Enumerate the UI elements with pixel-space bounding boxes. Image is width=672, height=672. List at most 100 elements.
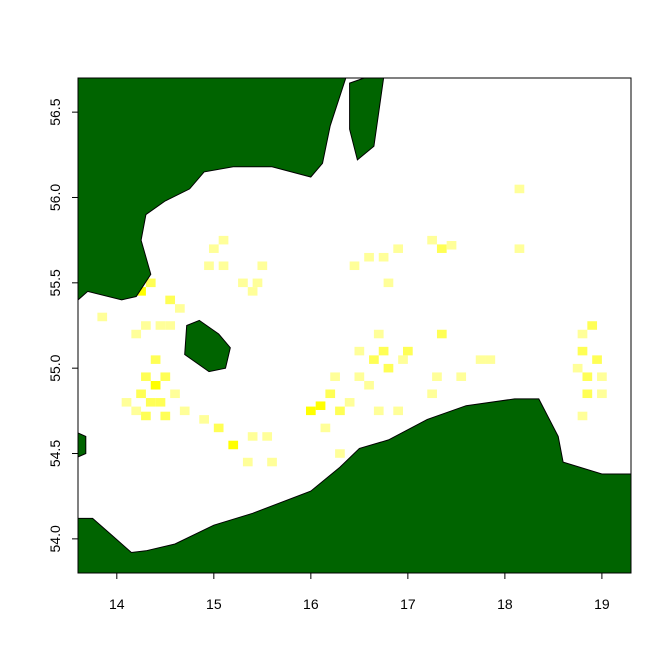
data-cell — [373, 329, 384, 339]
y-axis: 54.0 54.5 55.0 55.5 56.0 56.5 — [47, 98, 78, 552]
land-sweden-south — [78, 78, 347, 301]
data-cell — [427, 235, 437, 245]
land-bornholm — [184, 319, 231, 373]
data-cell — [131, 406, 142, 416]
x-tick-label: 19 — [594, 596, 610, 612]
data-cell — [145, 278, 156, 288]
data-cell — [175, 304, 185, 313]
data-cell — [378, 346, 389, 356]
data-cell — [267, 457, 277, 467]
data-cell — [330, 372, 340, 381]
data-cell — [325, 389, 336, 399]
y-tick-label: 54.0 — [47, 525, 63, 552]
data-cell — [305, 406, 316, 416]
data-cell — [165, 321, 176, 330]
x-tick-label: 16 — [303, 596, 319, 612]
y-tick-label: 56.0 — [47, 184, 63, 211]
data-cell — [136, 389, 146, 399]
data-cell — [592, 355, 602, 364]
data-cell — [141, 372, 151, 381]
data-cell — [257, 261, 268, 271]
data-cell — [398, 355, 408, 364]
data-cell — [160, 411, 171, 421]
data-cell — [238, 278, 248, 288]
data-cell — [577, 411, 588, 421]
data-cell — [136, 287, 146, 296]
data-cell — [165, 295, 176, 305]
data-cell — [582, 372, 593, 381]
data-cell — [97, 312, 108, 322]
data-cell — [393, 244, 404, 253]
data-cell — [514, 244, 525, 253]
data-cell — [393, 406, 404, 416]
x-tick-label: 17 — [400, 596, 416, 612]
data-cell — [373, 406, 384, 416]
data-cell — [369, 355, 379, 364]
data-cell — [150, 380, 161, 390]
data-cell — [247, 287, 258, 296]
data-cell — [199, 415, 209, 424]
data-cell — [344, 398, 355, 407]
data-cell — [141, 411, 151, 421]
data-cell — [572, 363, 583, 373]
data-cell — [228, 440, 239, 450]
data-cell — [315, 401, 326, 410]
data-cell — [597, 372, 607, 381]
data-cell — [364, 380, 374, 390]
data-cell — [150, 355, 161, 364]
data-cell — [131, 329, 142, 339]
data-cell — [218, 235, 229, 245]
data-cell — [247, 432, 258, 441]
data-cell — [485, 355, 496, 364]
data-cell — [121, 398, 132, 407]
data-cell — [383, 363, 394, 373]
y-tick-label: 54.5 — [47, 440, 63, 467]
data-cell — [170, 389, 180, 399]
x-tick-label: 14 — [109, 596, 125, 612]
data-cell — [427, 389, 437, 399]
data-cell — [378, 252, 389, 262]
land-oland — [349, 78, 385, 161]
data-cell — [335, 449, 345, 458]
data-cell — [145, 398, 156, 407]
plot-frame — [77, 77, 632, 574]
data-cell — [436, 244, 447, 253]
data-cell — [155, 321, 166, 330]
data-cell — [208, 244, 219, 253]
y-tick-label: 56.5 — [47, 98, 63, 125]
y-tick-label: 55.0 — [47, 354, 63, 381]
data-cell — [456, 372, 467, 381]
data-cell — [432, 372, 442, 381]
data-cell — [213, 423, 224, 433]
plot-region — [78, 78, 631, 573]
data-cell — [383, 278, 394, 288]
data-cell — [403, 346, 413, 356]
data-cell — [141, 321, 151, 330]
data-cell — [587, 321, 598, 330]
x-tick-label: 15 — [206, 596, 222, 612]
x-tick-label: 18 — [497, 596, 513, 612]
land-poland-coast — [78, 398, 631, 573]
data-cell — [155, 398, 166, 407]
data-cell — [354, 346, 365, 356]
data-cell — [262, 432, 273, 441]
data-cell — [320, 423, 331, 433]
land-germany-point — [78, 432, 87, 458]
data-cell — [436, 329, 447, 339]
data-cell — [577, 329, 588, 339]
data-cell — [335, 406, 345, 416]
data-cell — [354, 372, 365, 381]
data-cell — [349, 261, 360, 271]
data-cell — [582, 389, 593, 399]
data-cell — [242, 457, 253, 467]
data-cell — [577, 346, 588, 356]
data-cell — [204, 261, 214, 271]
data-cell — [179, 406, 190, 416]
data-cell — [514, 184, 525, 194]
data-cell — [160, 372, 171, 381]
y-tick-label: 55.5 — [47, 269, 63, 296]
data-cell — [364, 252, 374, 262]
data-cell — [252, 278, 263, 288]
data-cell — [218, 261, 229, 271]
